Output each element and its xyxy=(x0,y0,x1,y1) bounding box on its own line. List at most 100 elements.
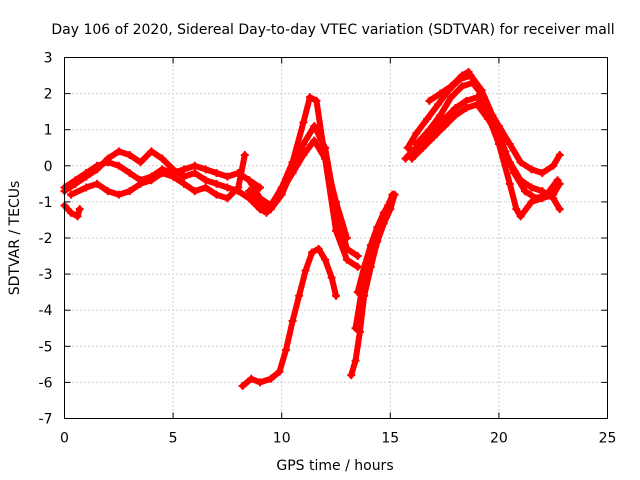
data-point xyxy=(125,169,134,178)
data-point xyxy=(412,129,421,138)
series-line xyxy=(354,198,394,296)
x-tick-label: 20 xyxy=(490,431,508,447)
data-point xyxy=(158,169,167,178)
data-point xyxy=(255,194,264,203)
data-point xyxy=(201,165,210,174)
data-point xyxy=(501,147,510,156)
data-point xyxy=(308,248,317,257)
data-point xyxy=(473,82,482,91)
data-point xyxy=(67,208,76,217)
data-point xyxy=(190,187,199,196)
data-point xyxy=(553,176,562,185)
data-point xyxy=(423,114,432,123)
data-point xyxy=(527,183,536,192)
series-trace-16 xyxy=(425,67,564,178)
y-tick-label: -5 xyxy=(39,339,53,355)
data-point xyxy=(93,179,102,188)
x-tick-label: 10 xyxy=(273,431,291,447)
data-point xyxy=(440,122,449,131)
data-point xyxy=(538,187,547,196)
data-point xyxy=(386,197,395,206)
data-point xyxy=(321,154,330,163)
y-tick-label: 1 xyxy=(44,123,53,139)
series-trace-3 xyxy=(67,150,249,203)
data-point xyxy=(67,190,76,199)
data-point xyxy=(360,262,369,271)
data-point xyxy=(473,100,482,109)
data-point xyxy=(238,382,247,391)
data-point xyxy=(351,356,360,365)
data-point xyxy=(527,165,536,174)
data-point xyxy=(512,205,521,214)
data-point xyxy=(158,154,167,163)
data-point xyxy=(245,176,254,185)
data-point xyxy=(190,161,199,170)
data-point xyxy=(179,179,188,188)
data-point xyxy=(288,317,297,326)
data-point xyxy=(412,140,421,149)
data-point xyxy=(234,183,243,192)
data-point xyxy=(73,212,82,221)
data-point xyxy=(462,96,471,105)
data-point xyxy=(505,140,514,149)
data-point xyxy=(434,100,443,109)
data-point xyxy=(549,194,558,203)
y-tick-label: 0 xyxy=(44,159,53,175)
data-point xyxy=(310,122,319,131)
data-point xyxy=(451,104,460,113)
data-point xyxy=(388,190,397,199)
data-point xyxy=(440,114,449,123)
data-point xyxy=(125,150,134,159)
y-tick-label: -6 xyxy=(39,375,53,391)
axis-layer: 0 5 10 15 20 25 -7 -6 -5 -4 -3 -2 -1 0 1 2 3 xyxy=(39,51,617,447)
data-point xyxy=(136,179,145,188)
data-point xyxy=(342,244,351,253)
data-point xyxy=(462,104,471,113)
data-point xyxy=(266,374,275,383)
data-point xyxy=(201,176,210,185)
series-trace-7 xyxy=(255,136,351,242)
series-trace-4 xyxy=(60,201,84,221)
data-point xyxy=(555,205,564,214)
data-point xyxy=(212,179,221,188)
data-point xyxy=(179,165,188,174)
y-tick-label: 2 xyxy=(44,87,53,103)
data-point xyxy=(516,176,525,185)
data-point xyxy=(549,161,558,170)
data-point xyxy=(255,205,264,214)
data-point xyxy=(114,190,123,199)
data-point xyxy=(505,158,514,167)
data-point xyxy=(245,187,254,196)
data-point xyxy=(538,169,547,178)
series-trace-9 xyxy=(347,190,399,380)
data-point xyxy=(531,194,540,203)
y-tick-label: -7 xyxy=(39,412,53,428)
x-tick-label: 5 xyxy=(169,431,178,447)
series-layer xyxy=(60,67,564,391)
data-point xyxy=(103,158,112,167)
data-point xyxy=(190,169,199,178)
data-point xyxy=(353,288,362,297)
data-point xyxy=(327,273,336,282)
data-point xyxy=(366,241,375,250)
data-point xyxy=(255,378,264,387)
data-point xyxy=(82,169,91,178)
data-point xyxy=(425,125,434,134)
data-point xyxy=(223,194,232,203)
series-line xyxy=(61,202,83,220)
x-tick-label: 15 xyxy=(381,431,399,447)
data-point xyxy=(408,147,417,156)
series-line xyxy=(239,245,339,389)
data-point xyxy=(373,223,382,232)
data-point xyxy=(379,208,388,217)
y-tick-label: -2 xyxy=(39,231,53,247)
data-point xyxy=(114,161,123,170)
data-point xyxy=(516,158,525,167)
data-point xyxy=(520,187,529,196)
data-point xyxy=(299,150,308,159)
data-point xyxy=(321,143,330,152)
data-point xyxy=(82,183,91,192)
data-point xyxy=(527,197,536,206)
data-point xyxy=(223,172,232,181)
y-tick-label: 3 xyxy=(44,51,53,67)
